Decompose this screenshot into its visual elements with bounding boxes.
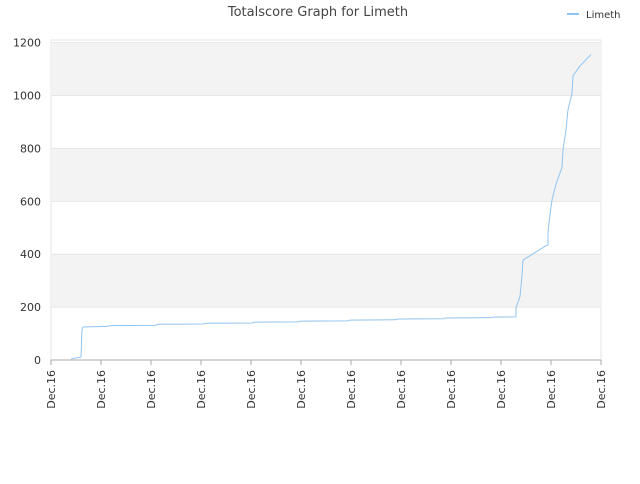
grid-band — [51, 42, 601, 96]
x-tick-label: Dec.16 — [595, 370, 608, 409]
grid-band — [51, 254, 601, 308]
y-tick-label: 1200 — [13, 37, 41, 50]
line — [70, 54, 592, 360]
grid-band — [51, 148, 601, 202]
y-tick-label: 0 — [34, 354, 41, 367]
x-tick-label: Dec.16 — [245, 370, 258, 409]
x-tick-label: Dec.16 — [95, 370, 108, 409]
x-tick-label: Dec.16 — [295, 370, 308, 409]
x-tick-label: Dec.16 — [345, 370, 358, 409]
x-tick-label: Dec.16 — [45, 370, 58, 409]
y-tick-label: 400 — [20, 248, 41, 261]
x-tick-label: Dec.16 — [495, 370, 508, 409]
chart-title: Totalscore Graph for Limeth — [227, 5, 408, 20]
y-tick-label: 200 — [20, 301, 41, 314]
x-tick-label: Dec.16 — [445, 370, 458, 409]
y-tick-label: 600 — [20, 195, 41, 208]
legend-label: Limeth — [586, 10, 621, 21]
y-tick-label: 800 — [20, 142, 41, 155]
x-tick-label: Dec.16 — [145, 370, 158, 409]
x-tick-label: Dec.16 — [395, 370, 408, 409]
x-tick-label: Dec.16 — [545, 370, 558, 409]
x-tick-label: Dec.16 — [195, 370, 208, 409]
y-tick-label: 1000 — [13, 90, 41, 103]
